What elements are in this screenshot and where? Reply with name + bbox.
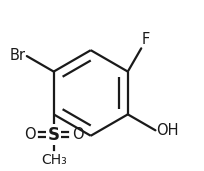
Text: O: O <box>24 127 35 142</box>
Text: CH₃: CH₃ <box>41 153 66 167</box>
Text: Br: Br <box>9 48 25 63</box>
Text: OH: OH <box>155 123 178 138</box>
Text: S: S <box>48 126 59 143</box>
Text: F: F <box>141 32 150 48</box>
Text: O: O <box>71 127 83 142</box>
